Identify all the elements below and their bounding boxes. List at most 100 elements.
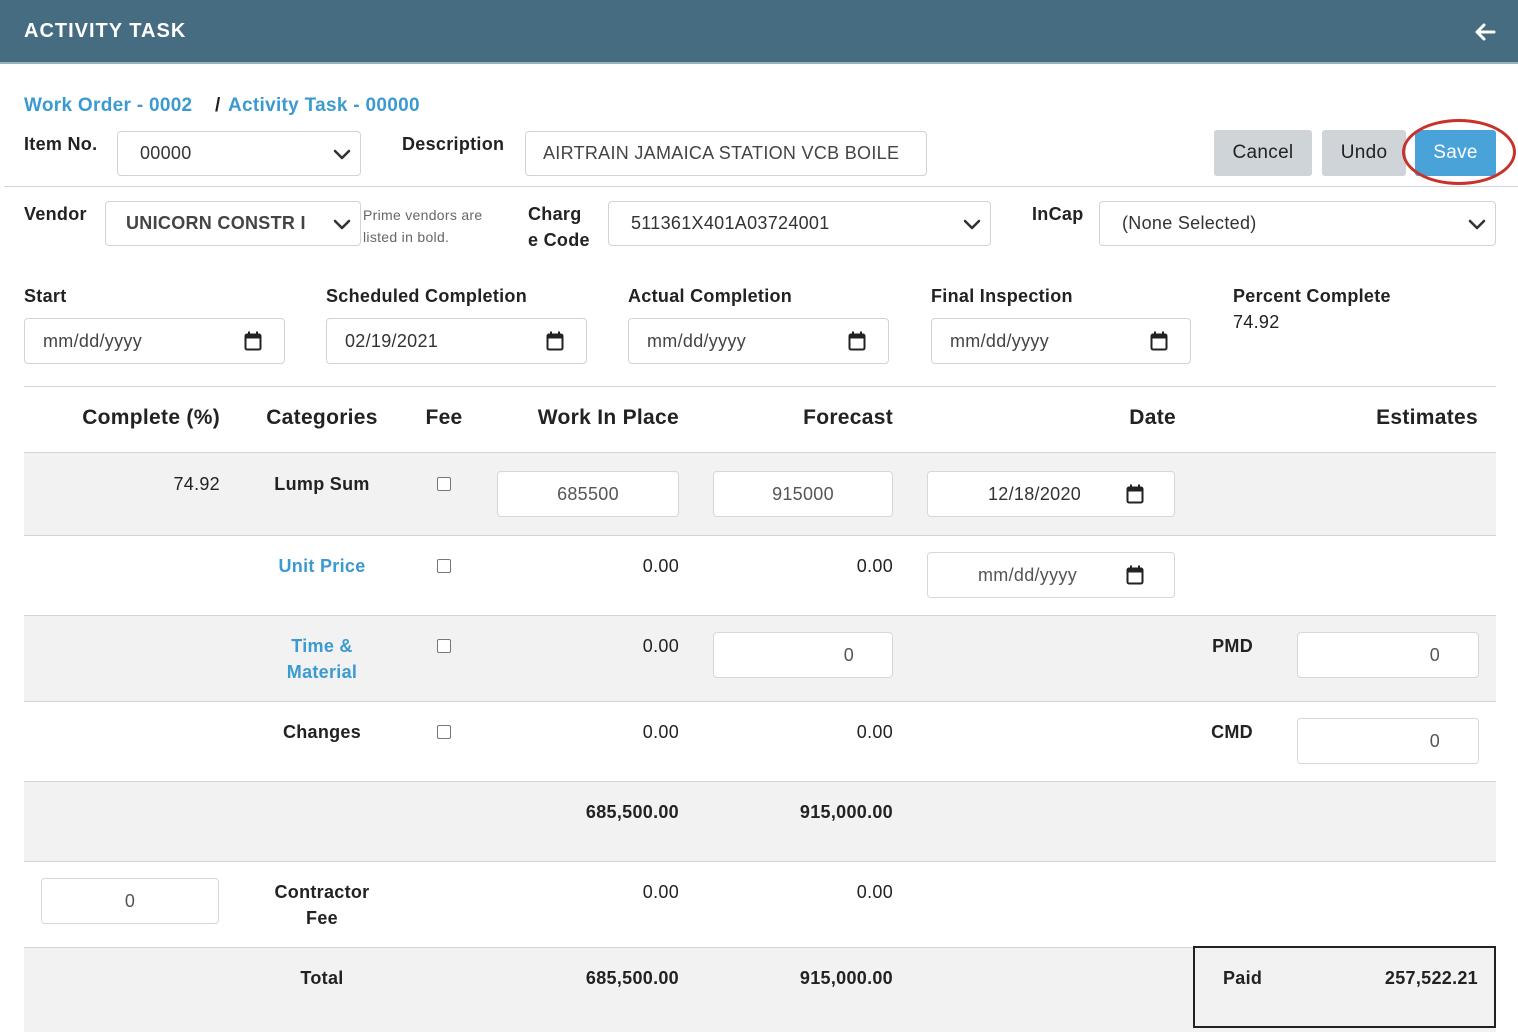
scheduled-completion-value: 02/19/2021 (345, 330, 439, 351)
total-forecast: 915,000.00 (799, 968, 893, 988)
page-header: ACTIVITY TASK (0, 0, 1518, 64)
calendar-icon[interactable] (1126, 484, 1144, 504)
col-header-work-in-place: Work In Place (537, 406, 679, 429)
unit-price-forecast: 0.00 (856, 556, 893, 576)
col-header-forecast: Forecast (803, 406, 893, 429)
changes-wip: 0.00 (642, 722, 679, 742)
table-row-unit-price (24, 535, 1496, 615)
incap-label: InCap (1032, 204, 1084, 224)
chevron-down-icon (1468, 219, 1486, 229)
chevron-down-icon (333, 149, 351, 159)
breadcrumb-work-order[interactable]: Work Order - 0002 (24, 95, 193, 116)
pmd-label: PMD (1212, 636, 1253, 656)
col-header-categories: Categories (266, 406, 378, 429)
contractor-fee-wip: 0.00 (642, 882, 679, 902)
time-material-fee-checkbox[interactable] (437, 639, 451, 653)
subtotal-forecast: 915,000.00 (799, 802, 893, 822)
save-highlight-circle (1402, 119, 1516, 185)
incap-select[interactable]: (None Selected) (1099, 201, 1496, 246)
time-material-wip: 0.00 (642, 636, 679, 656)
paid-value: 257,522.21 (1384, 968, 1478, 988)
changes-category: Changes (282, 722, 362, 742)
col-header-date: Date (1129, 406, 1176, 429)
unit-price-date-input[interactable]: mm/dd/yyyy (927, 552, 1175, 598)
start-date-input[interactable]: mm/dd/yyyy (24, 318, 285, 364)
calendar-icon[interactable] (1126, 565, 1144, 585)
total-wip: 685,500.00 (585, 968, 679, 988)
paid-label: Paid (1223, 968, 1263, 988)
arrow-left-icon[interactable] (1472, 19, 1498, 45)
vendor-select[interactable]: UNICORN CONSTR I (105, 201, 361, 246)
item-no-value: 00000 (140, 143, 192, 163)
actual-completion-label: Actual Completion (628, 286, 793, 306)
calendar-icon[interactable] (244, 331, 262, 351)
breadcrumb-separator: / (215, 95, 221, 116)
start-date-value: mm/dd/yyyy (43, 330, 143, 351)
unit-price-category-link[interactable]: Unit Price (278, 556, 366, 576)
contractor-fee-forecast: 0.00 (856, 882, 893, 902)
description-label: Description (402, 134, 505, 154)
incap-value: (None Selected) (1122, 213, 1257, 233)
time-material-category-link[interactable]: Time & Material (286, 636, 358, 682)
col-header-complete: Complete (%) (82, 406, 220, 429)
vendor-value: UNICORN CONSTR I (126, 213, 306, 233)
changes-fee-checkbox[interactable] (437, 725, 451, 739)
table-row-contractor-fee (24, 861, 1496, 947)
page-title: ACTIVITY TASK (24, 20, 187, 42)
item-no-select[interactable]: 00000 (117, 131, 361, 176)
cancel-button[interactable]: Cancel (1214, 130, 1312, 176)
subtotal-wip: 685,500.00 (585, 802, 679, 822)
charge-code-select[interactable]: 511361X401A03724001 (608, 201, 991, 246)
chevron-down-icon (963, 219, 981, 229)
cmd-label: CMD (1211, 722, 1253, 742)
undo-button[interactable]: Undo (1322, 130, 1406, 176)
description-input[interactable]: AIRTRAIN JAMAICA STATION VCB BOILE (525, 131, 927, 176)
contractor-fee-category: Contractor Fee (274, 882, 370, 928)
unit-price-date-value: mm/dd/yyyy (978, 564, 1078, 585)
lump-sum-complete: 74.92 (173, 474, 220, 494)
description-value: AIRTRAIN JAMAICA STATION VCB BOILE (543, 143, 900, 163)
charge-code-value: 511361X401A03724001 (631, 213, 830, 233)
col-header-estimates: Estimates (1376, 406, 1478, 429)
table-row-changes (24, 701, 1496, 781)
unit-price-wip: 0.00 (642, 556, 679, 576)
contractor-fee-complete-input[interactable]: 0 (41, 878, 219, 924)
calendar-icon[interactable] (848, 331, 866, 351)
percent-complete-label: Percent Complete (1233, 286, 1391, 306)
chevron-down-icon (333, 219, 351, 229)
final-inspection-input[interactable]: mm/dd/yyyy (931, 318, 1191, 364)
lump-sum-fee-checkbox[interactable] (437, 477, 451, 491)
lump-sum-forecast-input[interactable]: 915000 (713, 471, 893, 517)
col-header-fee: Fee (425, 406, 463, 429)
lump-sum-date-value: 12/18/2020 (988, 483, 1082, 504)
divider (4, 186, 1518, 187)
final-inspection-value: mm/dd/yyyy (950, 330, 1050, 351)
calendar-icon[interactable] (1150, 331, 1168, 351)
lump-sum-category: Lump Sum (274, 474, 370, 494)
charge-code-label: Charg e Code (528, 204, 590, 250)
actual-completion-value: mm/dd/yyyy (647, 330, 747, 351)
time-material-forecast-input[interactable]: 0 (713, 632, 893, 678)
scheduled-completion-label: Scheduled Completion (326, 286, 528, 306)
pmd-input[interactable]: 0 (1297, 632, 1479, 678)
cmd-input[interactable]: 0 (1297, 718, 1479, 764)
table-row-subtotal (24, 781, 1496, 861)
scheduled-completion-input[interactable]: 02/19/2021 (326, 318, 587, 364)
breadcrumb-activity-task[interactable]: Activity Task - 00000 (228, 95, 420, 116)
vendor-hint: Prime vendors are listed in bold. (363, 207, 483, 245)
total-category: Total (300, 968, 344, 988)
start-label: Start (24, 286, 67, 306)
final-inspection-label: Final Inspection (931, 286, 1073, 306)
lump-sum-date-input[interactable]: 12/18/2020 (927, 471, 1175, 517)
item-no-label: Item No. (24, 134, 98, 154)
unit-price-fee-checkbox[interactable] (437, 559, 451, 573)
percent-complete-value: 74.92 (1233, 312, 1280, 332)
table-row-total (24, 947, 1496, 1032)
divider (24, 386, 1496, 387)
vendor-label: Vendor (24, 204, 87, 224)
actual-completion-input[interactable]: mm/dd/yyyy (628, 318, 889, 364)
changes-forecast: 0.00 (856, 722, 893, 742)
lump-sum-wip-input[interactable]: 685500 (497, 471, 679, 517)
paid-summary-box (1193, 946, 1496, 1028)
calendar-icon[interactable] (546, 331, 564, 351)
